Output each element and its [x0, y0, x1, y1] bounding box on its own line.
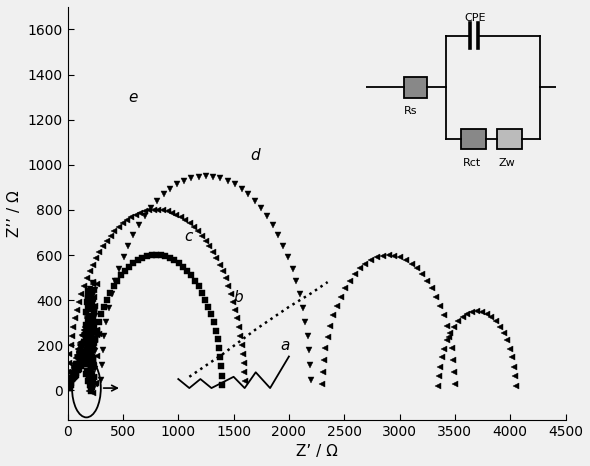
Text: c: c	[184, 229, 192, 245]
Text: e: e	[129, 89, 138, 105]
Text: a: a	[280, 338, 290, 353]
Text: b: b	[234, 290, 243, 305]
X-axis label: Z’ / Ω: Z’ / Ω	[296, 444, 337, 459]
Text: d: d	[250, 148, 260, 163]
Y-axis label: Z’’ / Ω: Z’’ / Ω	[7, 190, 22, 237]
